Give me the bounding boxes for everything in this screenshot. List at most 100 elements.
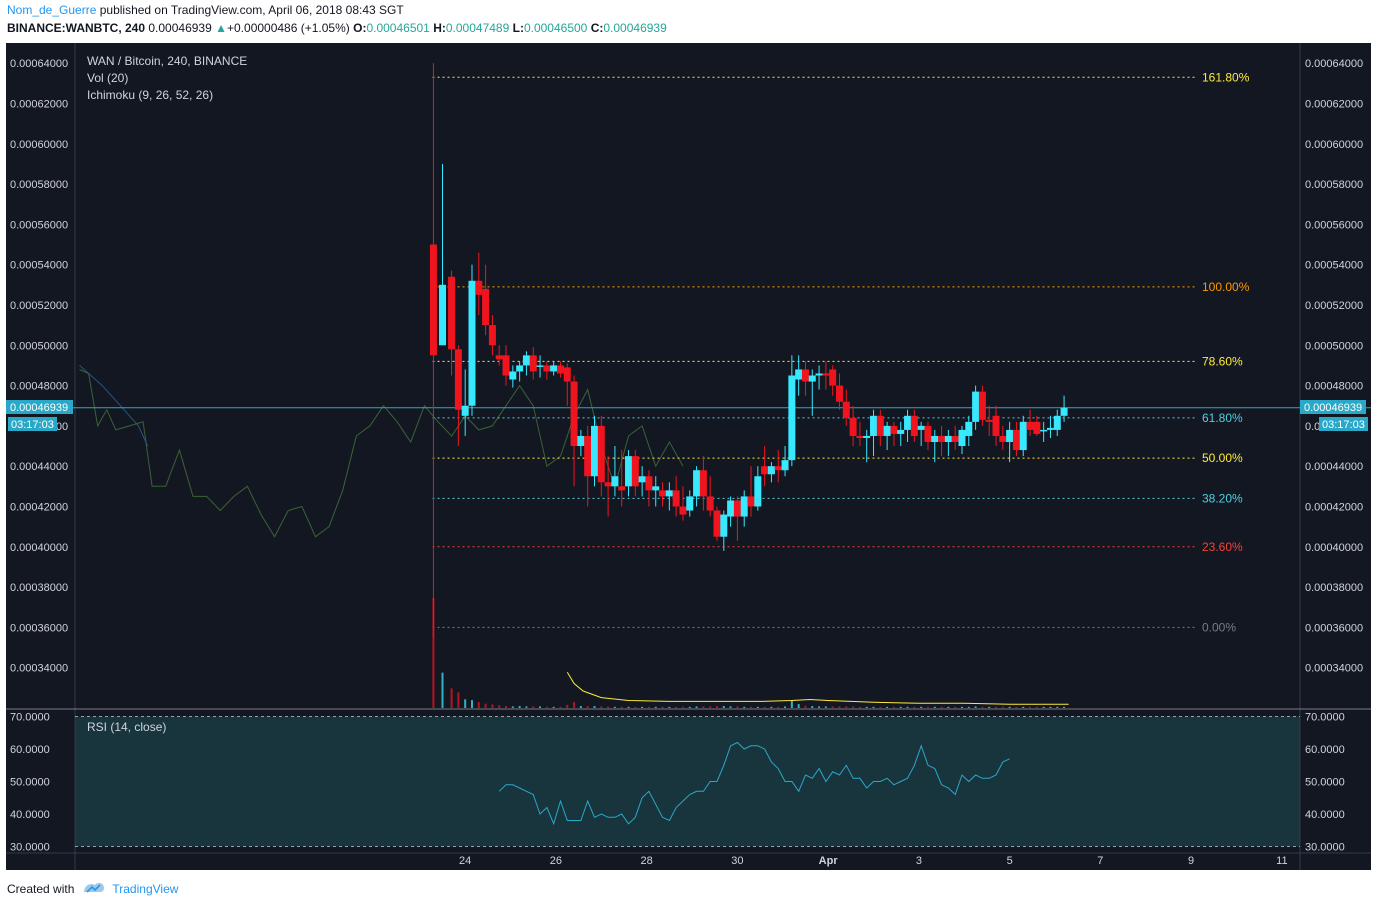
candle-body — [597, 425, 605, 483]
volume-bar — [763, 706, 766, 708]
candle-body — [693, 470, 701, 497]
candle-body — [1012, 429, 1020, 451]
candle-body — [720, 514, 728, 537]
rsi-tick-label-right: 50.0000 — [1305, 777, 1345, 789]
price-tick-label-left: 0.00064000 — [10, 58, 68, 70]
volume-bar — [620, 706, 623, 708]
candle-body — [801, 369, 809, 382]
time-tick-label: 7 — [1097, 855, 1103, 867]
price-tick-label-right: 0.00054000 — [1305, 260, 1363, 272]
price-tick-label-right: 0.00038000 — [1305, 582, 1363, 594]
volume-bar — [661, 706, 664, 708]
candle-body — [938, 435, 946, 442]
candle-body — [686, 496, 694, 511]
right-price-tag-text: 0.00046939 — [1304, 402, 1362, 414]
candle-body — [1006, 429, 1014, 442]
volume-bar — [450, 688, 453, 708]
created-with-text: Created with — [7, 881, 75, 896]
volume-bar — [593, 706, 596, 708]
candle-body — [713, 510, 721, 537]
footer: Created with TradingView — [7, 880, 178, 897]
time-tick-label: 9 — [1188, 855, 1194, 867]
fib-level-label: 161.80% — [1202, 70, 1250, 84]
price-chart[interactable]: 161.80%100.00%78.60%61.80%50.00%38.20%23… — [6, 43, 1371, 870]
price-tick-label-left: 0.00048000 — [10, 381, 68, 393]
volume-bar — [1029, 706, 1032, 708]
candle-body — [835, 385, 843, 402]
price-tick-label-right: 0.00042000 — [1305, 501, 1363, 513]
candle-body — [495, 355, 503, 360]
rsi-tick-label-left: 70.0000 — [10, 712, 50, 724]
time-tick-label: 5 — [1007, 855, 1013, 867]
candle-body — [747, 496, 755, 507]
rsi-tick-label-left: 30.0000 — [10, 842, 50, 854]
symbol-label: BINANCE:WANBTC, 240 — [7, 21, 146, 35]
candle-body — [1033, 421, 1041, 434]
candle-body — [429, 244, 437, 356]
volume-bar — [920, 706, 923, 708]
volume-bar — [641, 706, 644, 708]
fib-level-label: 78.60% — [1202, 354, 1243, 368]
candle-body — [808, 375, 816, 382]
candle-body — [917, 425, 925, 430]
rsi-tick-label-left: 40.0000 — [10, 809, 50, 821]
candle-body — [625, 456, 633, 487]
low-label: L: — [512, 21, 524, 35]
candle-body — [638, 476, 646, 483]
volume-bar — [988, 706, 991, 708]
volume-bar — [926, 706, 929, 708]
right-countdown-text: 03:17:03 — [1322, 419, 1365, 431]
price-tick-label-left: 0.00052000 — [10, 300, 68, 312]
candle-body — [733, 500, 741, 517]
candle-body — [842, 401, 850, 418]
volume-bar — [1001, 706, 1004, 708]
price-tick-label-left: 0.00040000 — [10, 542, 68, 554]
candle-body — [876, 415, 884, 436]
volume-bar — [675, 706, 678, 708]
volume-bar — [947, 706, 950, 708]
close-value: 0.00046939 — [603, 21, 667, 35]
volume-bar — [477, 702, 480, 708]
volume-bar — [559, 706, 562, 708]
candle-body — [488, 325, 496, 346]
volume-bar — [702, 706, 705, 708]
tradingview-link[interactable]: TradingView — [112, 881, 179, 896]
rsi-tick-label-right: 70.0000 — [1305, 712, 1345, 724]
candle-body — [740, 496, 748, 517]
volume-bar — [872, 706, 875, 708]
candle-body — [795, 369, 803, 380]
candle-body — [910, 415, 918, 436]
candle-body — [767, 466, 775, 475]
high-label: H: — [433, 21, 446, 35]
volume-bar — [811, 706, 814, 708]
candle-body — [604, 482, 612, 487]
volume-bar — [545, 706, 548, 708]
right-price-tag — [1300, 400, 1366, 414]
volume-bar — [913, 706, 916, 708]
volume-ma-line — [566, 671, 1069, 705]
volume-bar — [824, 706, 827, 708]
candle-body — [985, 419, 993, 422]
volume-bar — [858, 706, 861, 708]
candle-body — [761, 466, 769, 475]
candle-body — [965, 421, 973, 436]
close-label: C: — [590, 21, 604, 35]
volume-bar — [743, 706, 746, 708]
candle-body — [665, 490, 673, 497]
volume-bar — [457, 692, 460, 708]
volume-bar — [981, 706, 984, 708]
candle-body — [543, 365, 551, 372]
volume-bar — [511, 706, 514, 708]
time-tick-label: 30 — [731, 855, 743, 867]
ichimoku-lagging-line — [79, 369, 684, 538]
volume-bar — [470, 700, 473, 708]
volume-bar — [634, 706, 637, 708]
volume-bar — [1008, 706, 1011, 708]
price-tick-label-left: 0.00050000 — [10, 340, 68, 352]
fib-level-label: 100.00% — [1202, 280, 1250, 294]
candle-body — [482, 288, 490, 326]
candle-body — [829, 369, 837, 386]
low-value: 0.00046500 — [523, 21, 588, 35]
candle-body — [788, 375, 796, 461]
author-link[interactable]: Nom_de_Guerre — [7, 3, 97, 17]
